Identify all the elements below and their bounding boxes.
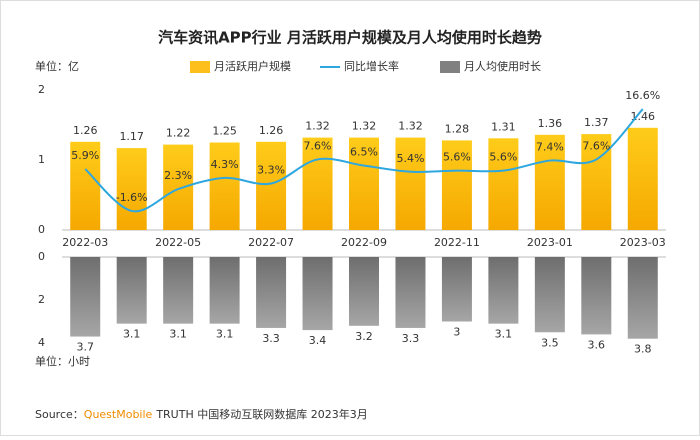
bar <box>209 257 240 324</box>
source-brand: QuestMobile <box>84 408 153 421</box>
bar <box>70 257 101 337</box>
data-label: 3.3 <box>402 332 420 345</box>
bar <box>302 257 333 331</box>
legend-label: 同比增长率 <box>344 59 399 73</box>
source-text: TRUTH 中国移动互联网数据库 2023年3月 <box>155 407 367 421</box>
x-tick-label: 2022-07 <box>248 236 294 249</box>
x-tick-label: 2022-11 <box>434 236 480 249</box>
bar <box>627 257 658 339</box>
data-label: 3.1 <box>495 328 513 341</box>
data-label: 1.32 <box>398 120 423 133</box>
bar <box>349 137 379 230</box>
data-label: 5.9% <box>71 149 99 162</box>
source: Source：QuestMobile TRUTH 中国移动互联网数据库 2023年… <box>35 407 368 421</box>
bar <box>627 127 658 230</box>
data-label: 3.7 <box>76 341 94 354</box>
y-tick-label: 2 <box>38 293 45 306</box>
data-label: 1.26 <box>73 124 98 137</box>
bar <box>349 257 379 326</box>
data-label: 4.3% <box>211 158 239 171</box>
bar <box>163 144 194 230</box>
unit-label: 单位：亿 <box>35 59 79 73</box>
data-label: 3.2 <box>355 330 373 343</box>
data-label: 3.5 <box>541 336 559 349</box>
data-label: 1.32 <box>352 120 377 133</box>
data-label: 6.5% <box>350 146 378 159</box>
y-tick-label: 0 <box>38 223 45 236</box>
data-label: 7.6% <box>582 139 610 152</box>
data-label: 5.6% <box>489 151 517 164</box>
bar <box>488 138 519 230</box>
bar <box>441 257 472 322</box>
x-tick-label: 2023-03 <box>620 236 666 249</box>
x-tick-label: 2022-09 <box>341 236 387 249</box>
legend-label: 月人均使用时长 <box>464 60 541 73</box>
bar <box>581 134 612 230</box>
data-label: 1.31 <box>491 120 516 133</box>
data-label: 3.3 <box>262 332 280 345</box>
x-tick-label: 2022-03 <box>62 236 108 249</box>
y-tick-label: 0 <box>38 250 45 263</box>
data-label: 3.8 <box>634 343 652 356</box>
data-label: 7.4% <box>536 141 564 154</box>
data-label: 5.4% <box>396 152 424 165</box>
bar <box>209 142 240 230</box>
unit-label: 单位：小时 <box>35 354 90 368</box>
data-label: 3.1 <box>216 328 234 341</box>
bar <box>534 134 565 230</box>
source-label: Source： <box>35 408 84 421</box>
data-label: -1.6% <box>116 191 148 204</box>
data-label: 1.22 <box>166 127 191 140</box>
line <box>84 108 644 213</box>
data-label: 1.25 <box>212 125 237 138</box>
bar <box>116 148 147 230</box>
bar <box>441 140 472 230</box>
bar <box>488 257 519 324</box>
data-label: 1.26 <box>259 124 284 137</box>
x-tick-label: 2022-05 <box>155 236 201 249</box>
legend-swatch <box>190 61 210 73</box>
data-label: 7.6% <box>304 139 332 152</box>
chart-title: 汽车资讯APP行业 月活跃用户规模及月人均使用时长趋势 <box>158 29 542 47</box>
data-label: 3 <box>453 326 460 339</box>
y-tick-label: 2 <box>38 83 45 96</box>
data-label: 2.3% <box>164 169 192 182</box>
bar <box>70 141 101 230</box>
data-label: 3.3% <box>257 164 285 177</box>
y-tick-label: 1 <box>38 153 45 166</box>
legend-swatch <box>440 61 460 73</box>
data-label: 1.36 <box>538 117 563 130</box>
bar <box>163 257 194 324</box>
bar <box>581 257 612 335</box>
data-label: 3.6 <box>588 338 606 351</box>
bar <box>256 141 287 230</box>
data-label: 1.17 <box>119 130 144 143</box>
bar <box>302 137 333 230</box>
data-label: 1.46 <box>631 110 656 123</box>
x-tick-label: 2023-01 <box>527 236 573 249</box>
bar <box>395 257 426 328</box>
data-label: 3.1 <box>123 328 141 341</box>
data-label: 1.37 <box>584 116 609 129</box>
data-label: 1.28 <box>445 122 470 135</box>
data-label: 16.6% <box>625 89 660 102</box>
bar <box>395 137 426 230</box>
data-label: 3.4 <box>309 334 327 347</box>
y-tick-label: 4 <box>38 336 45 349</box>
data-label: 3.1 <box>169 328 187 341</box>
data-label: 1.32 <box>305 120 330 133</box>
data-label: 5.6% <box>443 151 471 164</box>
bar <box>256 257 287 328</box>
bar <box>534 257 565 333</box>
bar <box>116 257 147 324</box>
legend-label: 月活跃用户规模 <box>214 59 291 73</box>
